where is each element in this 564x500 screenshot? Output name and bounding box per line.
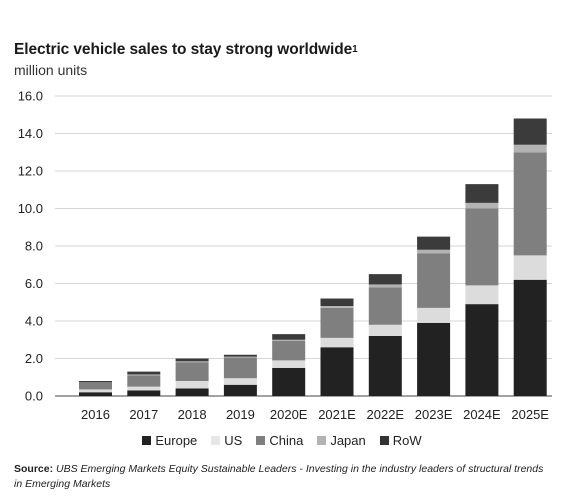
bar-segment-china [320, 307, 354, 338]
source-text: UBS Emerging Markets Equity Sustainable … [14, 463, 544, 490]
legend-item-china: China [256, 433, 303, 448]
x-tick-label: 2019 [226, 407, 255, 422]
bar-segment-europe [417, 322, 451, 396]
bar-segment-us [175, 381, 209, 389]
y-tick-label: 8.0 [25, 239, 43, 254]
bar-segment-row [272, 334, 306, 340]
bar-segment-china [465, 208, 499, 286]
legend: Europe US China Japan RoW [0, 433, 564, 448]
bar-segment-us [320, 337, 354, 348]
bar-segment-europe [223, 384, 257, 396]
legend-item-us: US [211, 433, 242, 448]
bar-segment-europe [127, 390, 161, 396]
y-axis-tick-labels: 0.0 2.0 4.0 6.0 8.0 10.0 12.0 14.0 16.0 [18, 89, 43, 404]
bar-segment-china [79, 382, 112, 390]
x-tick-label: 2017 [129, 407, 158, 422]
bar-segment-europe [79, 392, 112, 396]
x-tick-label: 2021E [318, 407, 356, 422]
legend-label: China [269, 433, 304, 448]
legend-swatch [317, 436, 327, 445]
bar-segment-europe [368, 336, 402, 396]
bar-segment-japan [465, 202, 499, 209]
bar-segment-japan [223, 356, 257, 358]
stacked-bar-chart: 0.0 2.0 4.0 6.0 8.0 10.0 12.0 14.0 16.0 2016 2017… [18, 89, 552, 422]
bar-segment-row [465, 184, 499, 203]
bar-segment-china [127, 375, 161, 387]
legend-swatch [379, 436, 389, 445]
bar-segment-china [368, 287, 402, 325]
bar-segment-us [465, 285, 499, 305]
bar-segment-china [272, 340, 306, 361]
y-tick-label: 16.0 [18, 89, 43, 104]
bar-segment-row [513, 118, 547, 145]
bar-segment-us [513, 255, 547, 280]
legend-item-japan: Japan [317, 433, 366, 448]
bar-segment-europe [320, 347, 354, 396]
bar-segment-europe [175, 388, 209, 396]
x-tick-label: 2024E [463, 407, 501, 422]
bar-segment-row [175, 358, 209, 362]
bar-segment-us [79, 389, 112, 393]
bar-segment-us [417, 307, 451, 323]
bar-segment-us [272, 360, 306, 368]
bar-segment-row [417, 236, 451, 250]
bar-segment-us [223, 378, 257, 385]
legend-label: RoW [392, 433, 422, 448]
y-tick-label: 6.0 [25, 276, 43, 291]
bar-segment-china [513, 152, 547, 256]
y-tick-label: 4.0 [25, 314, 43, 329]
bar-segment-row [127, 371, 161, 375]
legend-label: Japan [330, 433, 366, 448]
y-tick-label: 0.0 [25, 389, 43, 404]
bar-segment-japan [127, 374, 161, 376]
bar-segment-china [417, 253, 451, 308]
bar-segment-japan [368, 284, 402, 288]
bar-segment-us [127, 386, 161, 391]
x-tick-label: 2023E [415, 407, 453, 422]
y-tick-label: 10.0 [18, 201, 43, 216]
y-tick-label: 14.0 [18, 126, 43, 141]
title-footnote-marker: 1 [352, 44, 358, 55]
bars [79, 118, 547, 396]
bar-segment-japan [175, 361, 209, 363]
bar-segment-china [175, 362, 209, 381]
x-axis-tick-labels: 2016 2017 2018 2019 2020E 2021E 2022E 2023E 2024… [81, 407, 549, 422]
bar-segment-china [223, 357, 257, 379]
bar-segment-japan [272, 339, 306, 341]
x-tick-label: 2025E [511, 407, 549, 422]
bar-segment-row [368, 274, 402, 285]
x-tick-label: 2016 [81, 407, 110, 422]
bar-segment-us [368, 324, 402, 336]
bar-segment-row [79, 381, 112, 383]
bar-segment-japan [513, 144, 547, 153]
bar-segment-row [320, 298, 354, 306]
chart-title: Electric vehicle sales to stay strong wo… [14, 41, 358, 58]
source-note: Source: UBS Emerging Markets Equity Sust… [14, 463, 544, 490]
legend-item-row: RoW [379, 433, 422, 448]
y-tick-label: 2.0 [25, 351, 43, 366]
legend-label: US [224, 433, 243, 448]
legend-label: Europe [155, 433, 198, 448]
x-tick-label: 2018 [178, 407, 207, 422]
legend-item-europe: Europe [142, 433, 197, 448]
legend-swatch [256, 436, 266, 445]
bar-segment-japan [417, 249, 451, 254]
x-tick-label: 2020E [270, 407, 308, 422]
x-tick-label: 2022E [367, 407, 405, 422]
bar-segment-row [223, 354, 257, 357]
bar-segment-europe [272, 367, 306, 396]
source-label: Source [14, 463, 50, 475]
bar-segment-europe [513, 279, 547, 396]
bar-segment-japan [320, 306, 354, 308]
legend-swatch [211, 436, 221, 445]
bar-segment-europe [465, 304, 499, 396]
chart-subtitle: million units [14, 62, 88, 78]
legend-swatch [142, 436, 152, 445]
y-tick-label: 12.0 [18, 164, 43, 179]
